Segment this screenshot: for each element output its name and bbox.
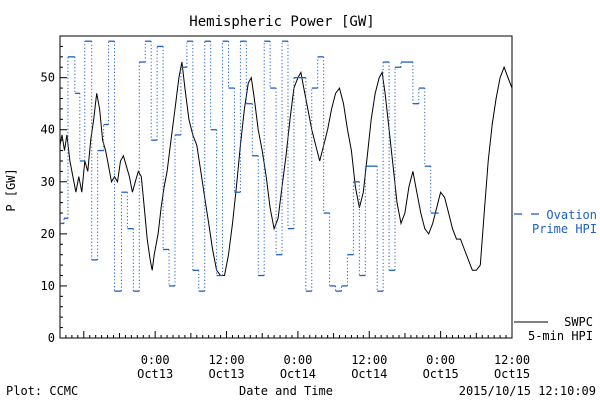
x-tick-date-label: Oct13 [208, 367, 244, 381]
y-tick-label: 30 [41, 175, 55, 189]
x-tick-date-label: Oct15 [423, 367, 459, 381]
y-tick-label: 10 [41, 279, 55, 293]
series-swpc-5min-hpi [59, 61, 513, 276]
x-tick-date-label: Oct14 [351, 367, 387, 381]
x-axis-label: Date and Time [239, 384, 333, 398]
legend-label-ovation-line2: Prime HPI [532, 222, 597, 236]
x-tick-time-label: 0:00 [426, 353, 455, 367]
x-tick-time-label: 0:00 [283, 353, 312, 367]
series-layer [59, 40, 513, 292]
series-ovation-prime-hpi [60, 40, 439, 292]
y-tick-label: 20 [41, 227, 55, 241]
y-tick-label: 50 [41, 71, 55, 85]
timestamp: 2015/10/15 12:10:09 [459, 384, 596, 398]
plot-credit: Plot: CCMC [6, 384, 78, 398]
plot-frame [59, 35, 513, 339]
y-axis-label: P [GW] [4, 168, 18, 211]
y-tick-label: 0 [48, 331, 55, 345]
x-tick-date-label: Oct13 [137, 367, 173, 381]
chart-title: Hemispheric Power [GW] [189, 14, 374, 30]
x-tick-date-label: Oct15 [494, 367, 530, 381]
x-tick-time-label: 0:00 [141, 353, 170, 367]
legend-label-ovation-line1: Ovation [546, 208, 597, 222]
x-tick-time-label: 12:00 [494, 353, 530, 367]
legend-label-swpc-line2: 5-min HPI [528, 329, 593, 343]
y-tick-label: 40 [41, 123, 55, 137]
x-tick-time-label: 12:00 [351, 353, 387, 367]
legend-label-swpc-line1: SWPC [564, 315, 593, 329]
y-axis: 0 10 20 30 40 50 [41, 35, 67, 345]
x-tick-date-label: Oct14 [280, 367, 316, 381]
x-axis: 0:00Oct1312:00Oct130:00Oct1412:00Oct140:… [59, 331, 530, 381]
x-tick-time-label: 12:00 [208, 353, 244, 367]
